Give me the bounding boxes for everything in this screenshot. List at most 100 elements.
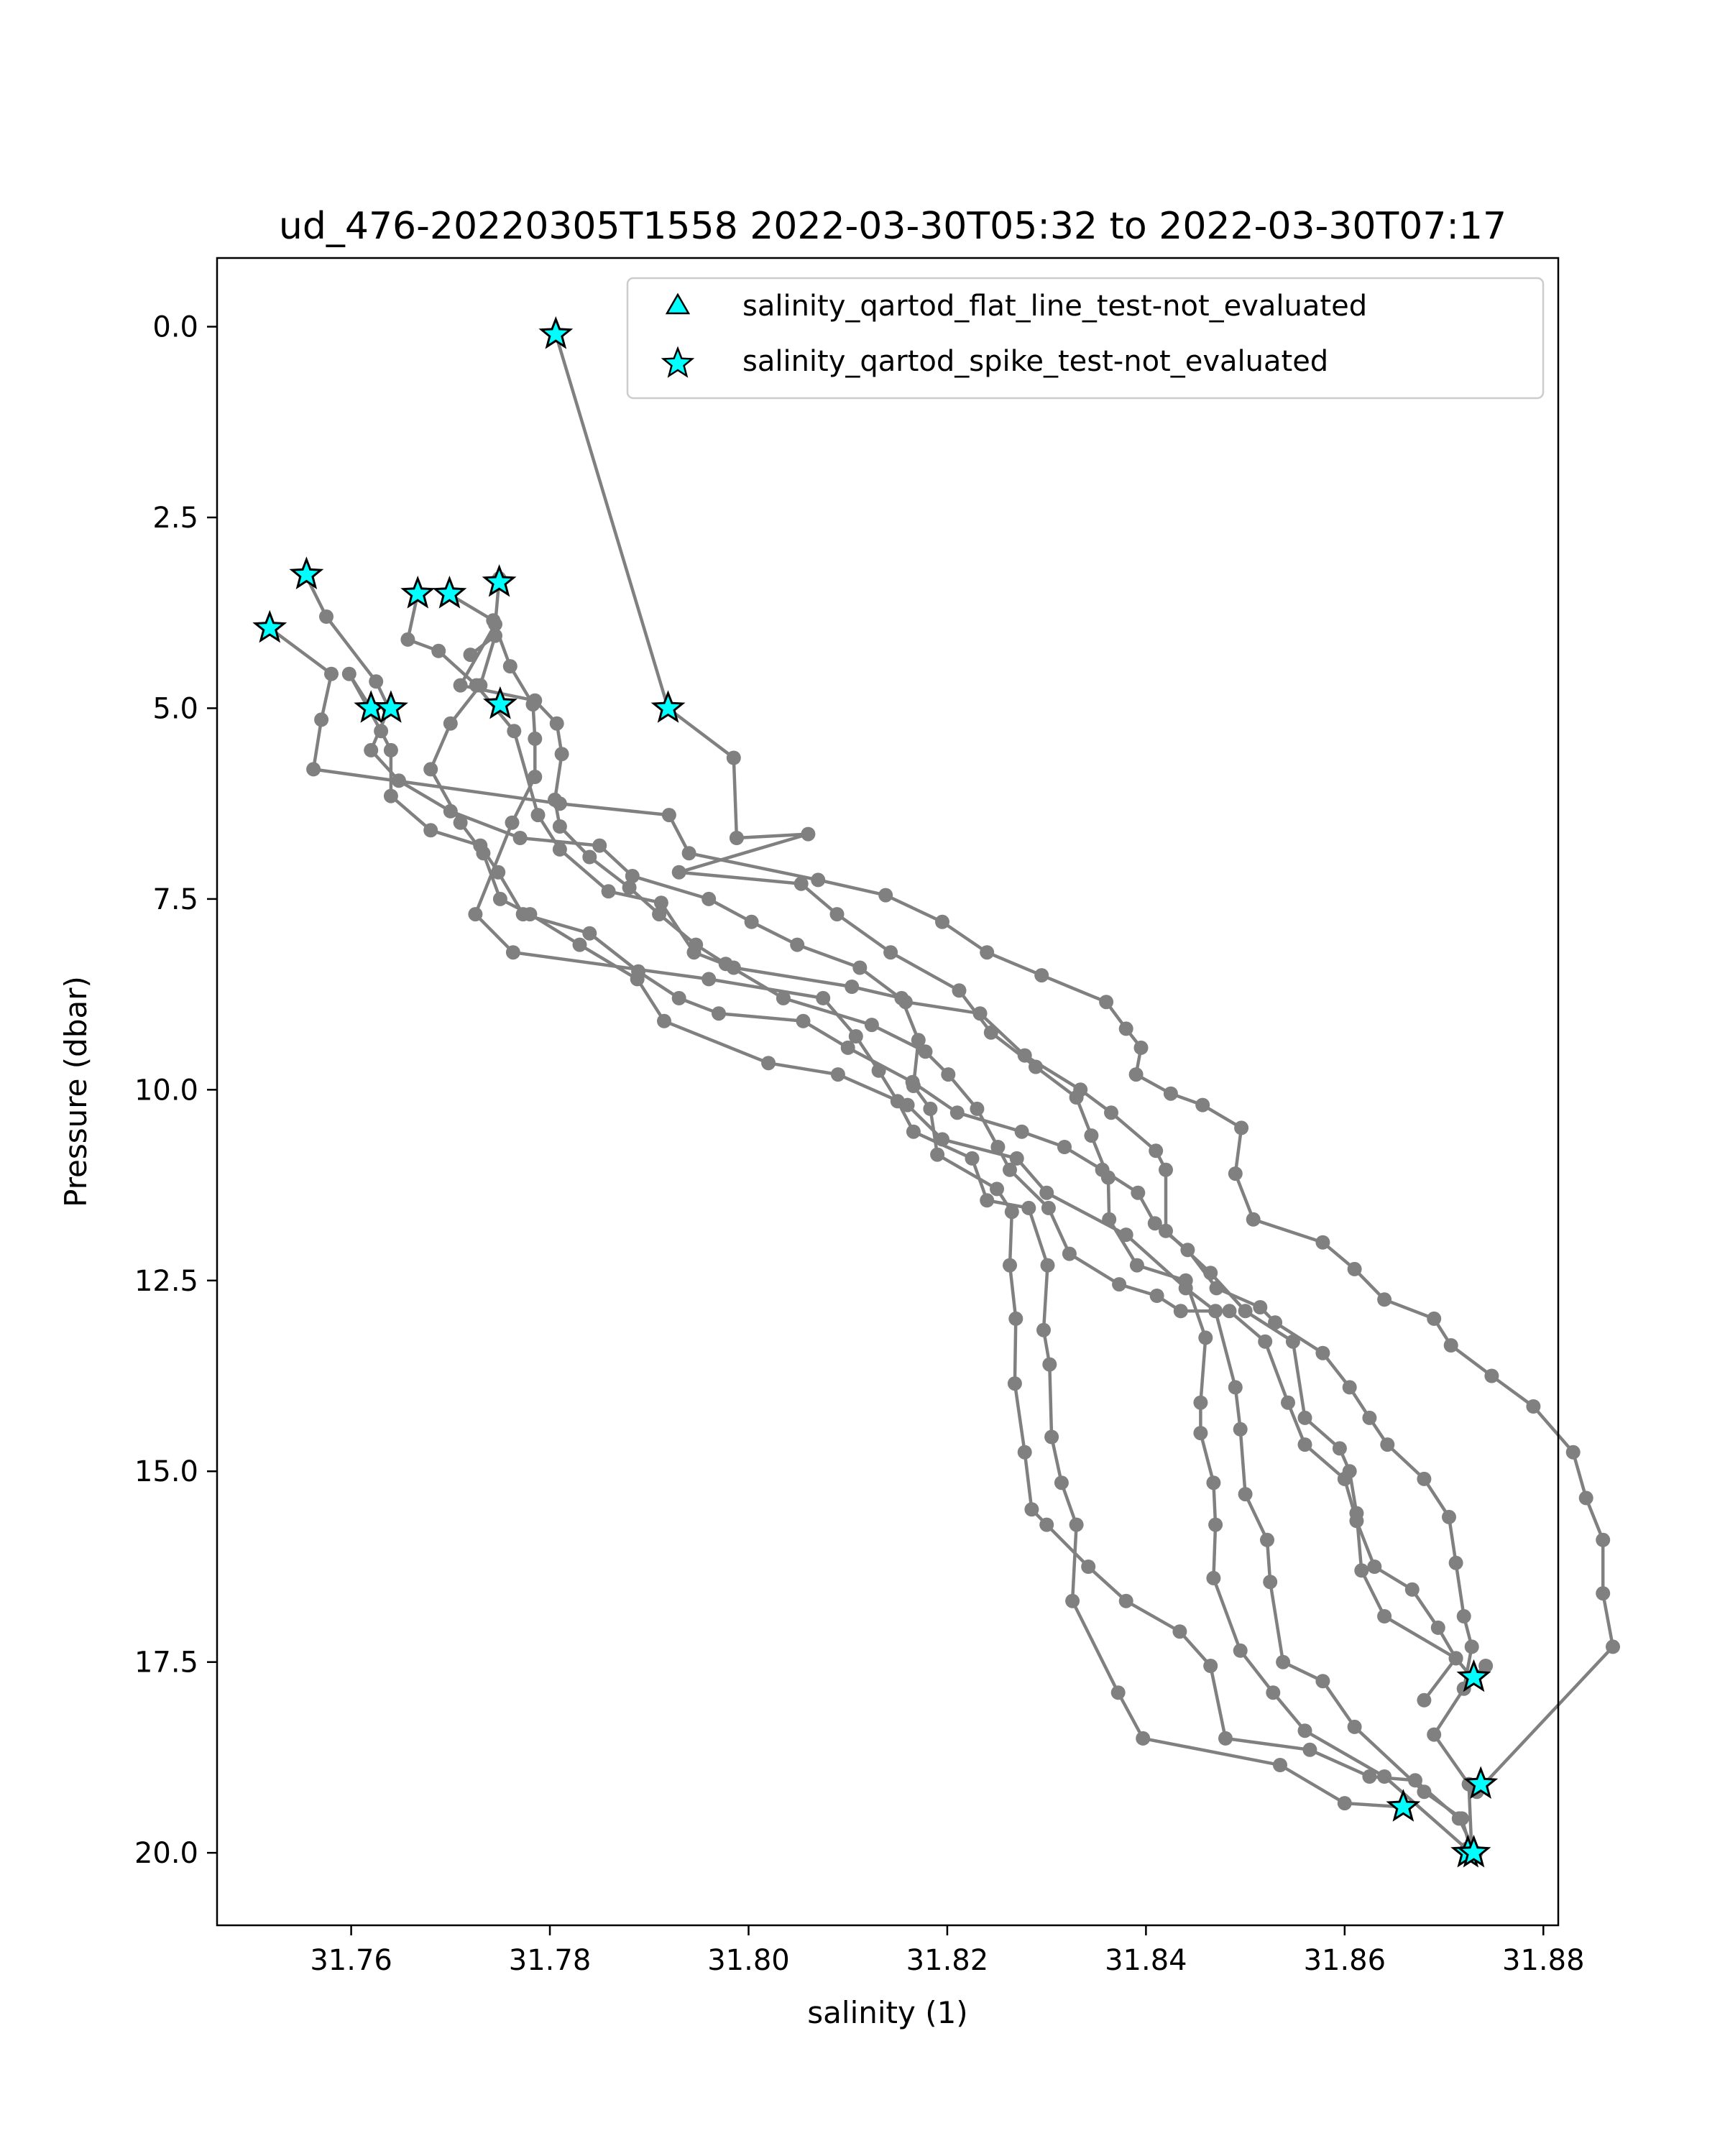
profile-point bbox=[1442, 1509, 1456, 1524]
profile-point bbox=[970, 1101, 985, 1116]
profile-point bbox=[554, 747, 569, 762]
profile-point bbox=[552, 842, 567, 857]
profile-point bbox=[1565, 1445, 1581, 1460]
profile-point bbox=[582, 849, 597, 865]
profile-point bbox=[1112, 1277, 1127, 1292]
star-icon bbox=[661, 346, 695, 378]
profile-point bbox=[1478, 1659, 1494, 1673]
profile-point bbox=[906, 1124, 921, 1139]
profile-point bbox=[1173, 1304, 1188, 1319]
profile-point bbox=[1526, 1399, 1541, 1414]
profile-point bbox=[1354, 1563, 1369, 1578]
profile-point bbox=[1081, 1560, 1096, 1574]
profile-point bbox=[1377, 1292, 1392, 1307]
y-tick-label: 15.0 bbox=[134, 1455, 198, 1488]
profile-point bbox=[980, 945, 995, 960]
profile-point bbox=[845, 980, 860, 994]
profile-point bbox=[1315, 1674, 1330, 1689]
profile-point bbox=[1234, 1120, 1249, 1135]
profile-point bbox=[883, 945, 898, 960]
spike-test-star-marker bbox=[432, 576, 467, 609]
spike-test-star-marker bbox=[1456, 1659, 1491, 1692]
profile-point bbox=[1268, 1315, 1283, 1330]
profile-point bbox=[935, 914, 949, 929]
profile-point bbox=[1337, 1796, 1352, 1811]
profile-point bbox=[1417, 1692, 1432, 1708]
spike-test-star-marker bbox=[1463, 1766, 1499, 1799]
profile-point bbox=[505, 815, 520, 830]
profile-point bbox=[898, 995, 913, 1010]
profile-point bbox=[1040, 1258, 1055, 1273]
profile-point bbox=[653, 895, 668, 911]
profile-point bbox=[1266, 1685, 1281, 1700]
profile-point bbox=[1430, 1620, 1445, 1635]
profile-point bbox=[1193, 1426, 1208, 1441]
profile-point bbox=[549, 716, 564, 731]
profile-point bbox=[1263, 1575, 1278, 1590]
profile-point bbox=[1222, 1304, 1237, 1319]
profile-point bbox=[515, 907, 530, 922]
profile-point bbox=[1596, 1586, 1611, 1601]
profile-point bbox=[1228, 1166, 1243, 1181]
profile-point bbox=[1276, 1654, 1291, 1669]
profile-point bbox=[374, 724, 389, 739]
y-tick-label: 2.5 bbox=[152, 502, 198, 535]
profile-point bbox=[1362, 1769, 1377, 1784]
profile-point bbox=[729, 831, 744, 845]
profile-point bbox=[1073, 1082, 1088, 1097]
profile-point bbox=[1238, 1304, 1253, 1319]
profile-point bbox=[1253, 1300, 1268, 1314]
profile-point bbox=[811, 872, 826, 888]
profile-point bbox=[702, 972, 717, 987]
profile-point bbox=[1347, 1261, 1362, 1276]
profile-point bbox=[1206, 1570, 1221, 1585]
profile-point bbox=[1131, 1185, 1146, 1200]
profile-point bbox=[383, 788, 398, 803]
profile-point bbox=[1451, 1811, 1466, 1826]
legend: salinity_qartod_flat_line_test-not_evalu… bbox=[626, 277, 1545, 400]
spike-test-star-marker bbox=[1456, 1834, 1491, 1868]
profile-point bbox=[1203, 1659, 1218, 1673]
profile-point bbox=[1129, 1258, 1144, 1273]
x-tick-label: 31.80 bbox=[707, 1944, 790, 1977]
profile-point bbox=[1208, 1517, 1223, 1532]
profile-point bbox=[1021, 1200, 1036, 1215]
profile-point bbox=[1408, 1773, 1422, 1788]
y-tick-label: 17.5 bbox=[134, 1646, 198, 1680]
profile-point bbox=[423, 823, 438, 838]
spike-test-star-marker bbox=[289, 556, 324, 589]
x-tick-label: 31.76 bbox=[310, 1944, 392, 1977]
profile-point bbox=[911, 1033, 926, 1048]
x-tick-label: 31.82 bbox=[906, 1944, 989, 1977]
profile-point bbox=[341, 666, 356, 681]
profile-point bbox=[671, 865, 686, 880]
profile-point bbox=[1178, 1281, 1193, 1296]
profile-point bbox=[1149, 1143, 1164, 1158]
profile-point bbox=[761, 1056, 776, 1071]
profile-point bbox=[505, 945, 520, 960]
profile-point bbox=[1233, 1643, 1248, 1658]
profile-point bbox=[1218, 1731, 1233, 1746]
profile-point bbox=[1209, 1281, 1224, 1296]
spike-test-star-marker bbox=[538, 316, 574, 349]
profile-point bbox=[1302, 1742, 1317, 1757]
x-tick-label: 31.84 bbox=[1105, 1944, 1187, 1977]
profile-point bbox=[1448, 1555, 1463, 1570]
profile-point bbox=[1039, 1185, 1054, 1200]
profile-point bbox=[1367, 1560, 1382, 1574]
profile-point bbox=[794, 876, 809, 891]
profile-point bbox=[507, 724, 522, 739]
profile-point bbox=[952, 983, 967, 998]
profile-point bbox=[1281, 1395, 1295, 1410]
profile-point bbox=[1456, 1609, 1471, 1623]
profile-point bbox=[848, 1029, 863, 1044]
profile-point bbox=[622, 880, 637, 895]
profile-point bbox=[1065, 1593, 1080, 1608]
profile-point bbox=[941, 1067, 956, 1082]
profile-point bbox=[552, 796, 567, 811]
profile-point bbox=[744, 914, 759, 929]
profile-point bbox=[1297, 1410, 1312, 1425]
spike-test-star-marker bbox=[373, 690, 408, 723]
profile-point bbox=[1009, 1151, 1024, 1166]
profile-point bbox=[1246, 1212, 1261, 1227]
